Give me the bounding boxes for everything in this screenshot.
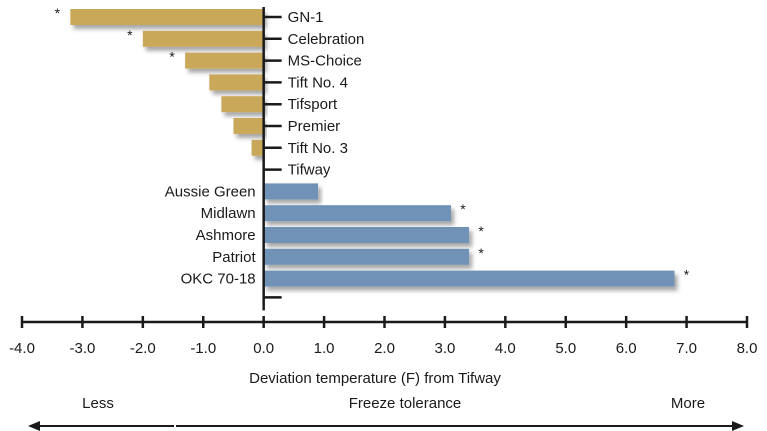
- significance-star-celebration: *: [127, 27, 133, 43]
- category-label-tift-no-3: Tift No. 3: [288, 140, 348, 157]
- category-label-ashmore: Ashmore: [196, 227, 256, 244]
- bar-premier: [233, 118, 264, 134]
- x-tick-label-0-0: 0.0: [253, 340, 274, 357]
- significance-star-okc-70-18: *: [684, 267, 690, 283]
- x-ticks-layer: -4.0 -3.0 -2.0 -1.0 0.0 1.0 2.0 3.0 4.0 5.0 6.0 7.0…: [9, 316, 757, 357]
- x-tick-label-7-0: 7.0: [676, 340, 697, 357]
- category-label-patriot: Patriot: [212, 249, 256, 266]
- bar-ashmore: [263, 227, 470, 243]
- significance-star-ms-choice: *: [169, 49, 175, 65]
- bar-tift-no-4: [209, 74, 264, 91]
- x-tick-label-3-0: 3.0: [434, 340, 455, 357]
- x-tick-label-3-0: -3.0: [69, 340, 95, 357]
- x-tick-label-1-0: 1.0: [314, 340, 335, 357]
- scale-left-label: Less: [82, 395, 114, 412]
- x-tick-label-2-0: 2.0: [374, 340, 395, 357]
- category-labels-layer: GN-1 Celebration MS-Choice Tift No. 4 Tifspo…: [165, 9, 365, 288]
- category-label-gn-1: GN-1: [288, 9, 324, 26]
- x-axis-title: Deviation temperature (F) from Tifway: [249, 370, 501, 387]
- significance-star-patriot: *: [478, 245, 484, 261]
- bar-celebration: [142, 30, 264, 47]
- category-label-ms-choice: MS-Choice: [288, 53, 362, 70]
- bars-layer: [70, 9, 675, 287]
- scale-right-label: More: [671, 395, 705, 412]
- bar-ms-choice: [185, 52, 264, 69]
- category-label-celebration: Celebration: [288, 31, 365, 48]
- significance-star-midlawn: *: [460, 201, 466, 217]
- bar-aussie-green: [263, 183, 319, 200]
- x-tick-label-1-0: -1.0: [190, 340, 216, 357]
- category-label-okc-70-18: OKC 70-18: [181, 271, 256, 288]
- x-tick-label-5-0: 5.0: [555, 340, 576, 357]
- scale-center-label: Freeze tolerance: [349, 395, 462, 412]
- category-label-tifsport: Tifsport: [288, 96, 338, 113]
- bar-tift-no-3: [251, 139, 264, 156]
- bar-tifsport: [221, 96, 264, 113]
- category-label-tift-no-4: Tift No. 4: [288, 74, 348, 91]
- zero-axis-layer: [262, 7, 282, 311]
- x-tick-label-4-0: 4.0: [495, 340, 516, 357]
- category-label-aussie-green: Aussie Green: [165, 183, 256, 200]
- significance-star-ashmore: *: [478, 223, 484, 239]
- bar-midlawn: [263, 205, 451, 222]
- x-tick-label-4-0: -4.0: [9, 340, 35, 357]
- x-tick-label-8-0: 8.0: [737, 340, 758, 357]
- x-tick-label-6-0: 6.0: [616, 340, 637, 357]
- x-tick-label-2-0: -2.0: [130, 340, 156, 357]
- bar-gn-1: [70, 9, 264, 25]
- bar-okc-70-18: [263, 270, 675, 287]
- significance-star-gn-1: *: [55, 5, 61, 21]
- significance-markers-layer: * * * * * * *: [55, 5, 690, 283]
- category-label-midlawn: Midlawn: [201, 205, 256, 222]
- bar-patriot: [263, 248, 470, 265]
- category-label-premier: Premier: [288, 118, 341, 135]
- category-label-tifway: Tifway: [288, 162, 331, 179]
